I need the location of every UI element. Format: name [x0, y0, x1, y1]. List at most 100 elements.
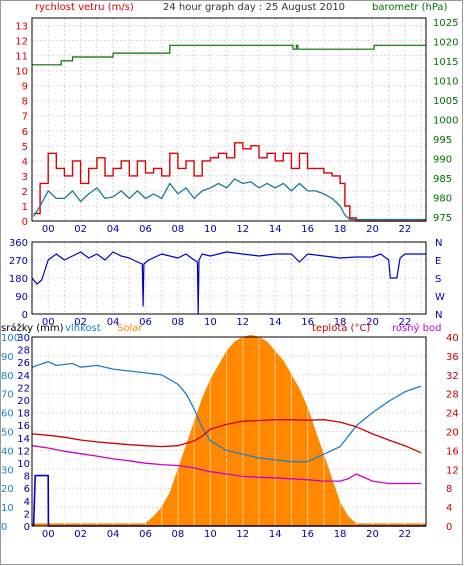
rain-tick-label: 10	[17, 459, 30, 470]
wind-speed-series-line	[33, 178, 426, 221]
panel-1-border	[31, 17, 427, 222]
humidity-tick-label: 60	[1, 409, 14, 420]
humidity-tick-label: 30	[1, 465, 14, 476]
pressure-tick-label: 1010	[433, 76, 458, 87]
wind-speed-tick-label: 4	[22, 157, 28, 168]
rain-tick-label: 26	[17, 358, 30, 369]
compass-tick-label: N	[435, 310, 442, 321]
pressure-tick-label: 1005	[433, 96, 458, 107]
panel-2-x-tick-label: 06	[139, 317, 152, 328]
solar-legend-label: Solar	[117, 323, 143, 334]
humidity-tick-label: 20	[1, 484, 14, 495]
dewpoint-series-line	[31, 445, 422, 485]
pressure-series-line	[32, 44, 426, 66]
temperature-tick-label: 36	[446, 352, 459, 363]
wind-speed-tick-label: 11	[15, 52, 28, 63]
panel-1-x-tick-label: 20	[366, 224, 379, 235]
panel-2-x-tick-label: 22	[399, 317, 412, 328]
gust-series-line	[33, 142, 426, 222]
panel-2-x-tick-label: 16	[301, 317, 314, 328]
panel-2-x-tick-label: 02	[74, 317, 87, 328]
wind-direction-series-line	[31, 251, 426, 315]
panel-3-border	[31, 336, 427, 527]
panel-1-x-tick-label: 16	[301, 224, 314, 235]
wind-speed-tick-label: 0	[22, 217, 28, 228]
temperature-tick-label: 20	[446, 428, 459, 439]
panel-2-x-tick-label: 04	[107, 317, 120, 328]
humidity-series-line	[31, 360, 422, 463]
compass-tick-label: S	[435, 274, 441, 285]
direction-tick-label: 360	[9, 238, 28, 249]
temperature-tick-label: 28	[446, 390, 459, 401]
panel-3-x-tick-label: 10	[204, 529, 217, 540]
direction-tick-label: 0	[22, 310, 28, 321]
temperature-tick-label: 24	[446, 409, 459, 420]
wind-speed-tick-label: 9	[22, 82, 28, 93]
rain-tick-label: 20	[17, 396, 30, 407]
direction-tick-label: 90	[15, 292, 28, 303]
wind-speed-tick-label: 13	[15, 22, 28, 33]
panel-2-x-tick-label: 00	[42, 317, 55, 328]
panel-2-border	[31, 241, 427, 315]
rain-tick-label: 8	[24, 472, 30, 483]
rain-tick-label: 12	[17, 446, 30, 457]
rain-tick-label: 2	[24, 509, 30, 520]
rain-tick-label: 28	[17, 346, 30, 357]
humidity-tick-label: 10	[1, 503, 14, 514]
pressure-tick-label: 985	[433, 174, 452, 185]
pressure-axis-label: barometr (hPa)	[372, 2, 448, 13]
panel-1-x-tick-label: 08	[172, 224, 185, 235]
wind-speed-tick-label: 12	[15, 37, 28, 48]
panel-3-x-tick-label: 22	[399, 529, 412, 540]
compass-tick-label: E	[435, 256, 441, 267]
temperature-tick-label: 32	[446, 371, 459, 382]
humidity-legend-label: vlhkost	[65, 323, 101, 334]
direction-tick-label: 270	[9, 256, 28, 267]
humidity-tick-label: 50	[1, 428, 14, 439]
temperature-tick-label: 40	[446, 333, 459, 344]
pressure-tick-label: 975	[433, 213, 452, 224]
rain-tick-label: 18	[17, 409, 30, 420]
temperature-legend-label: teplota (°C)	[312, 323, 370, 334]
panel-1-grid	[47, 18, 422, 221]
rain-tick-label: 6	[24, 484, 30, 495]
pressure-tick-label: 1020	[433, 37, 458, 48]
rain-tick-label: 30	[17, 333, 30, 344]
pressure-tick-label: 980	[433, 194, 452, 205]
direction-tick-label: 180	[9, 274, 28, 285]
panel-3-x-tick-label: 08	[172, 529, 185, 540]
panel-1-x-tick-label: 22	[399, 224, 412, 235]
panel-1-background	[32, 18, 426, 221]
wind-speed-tick-label: 2	[22, 187, 28, 198]
temperature-tick-label: 16	[446, 446, 459, 457]
pressure-tick-label: 1000	[433, 116, 458, 127]
humidity-tick-label: 70	[1, 390, 14, 401]
pressure-tick-label: 990	[433, 155, 452, 166]
panel-1-x-tick-label: 14	[269, 224, 282, 235]
panel-2-x-tick-label: 20	[366, 317, 379, 328]
chart-title: 24 hour graph day : 25 August 2010	[163, 2, 345, 13]
rain-tick-label: 22	[17, 383, 30, 394]
panel-1-x-tick-label: 04	[107, 224, 120, 235]
humidity-tick-label: 80	[1, 371, 14, 382]
wind-speed-tick-label: 8	[22, 97, 28, 108]
wind-speed-tick-label: 10	[15, 67, 28, 78]
panel-2-x-tick-label: 10	[204, 317, 217, 328]
temperature-tick-label: 0	[446, 522, 452, 533]
temperature-tick-label: 12	[446, 465, 459, 476]
panel-3-x-tick-label: 06	[139, 529, 152, 540]
rain-tick-label: 14	[17, 434, 30, 445]
panel-3-x-tick-label: 14	[269, 529, 282, 540]
panel-3-x-tick-label: 04	[107, 529, 120, 540]
temperature-tick-label: 4	[446, 503, 452, 514]
panel-3-x-tick-label: 00	[42, 529, 55, 540]
pressure-tick-label: 1025	[433, 18, 458, 29]
wind-speed-tick-label: 7	[22, 112, 28, 123]
panel-1-x-tick-label: 06	[139, 224, 152, 235]
panel-2-x-tick-label: 12	[236, 317, 249, 328]
rain-tick-label: 0	[24, 522, 30, 533]
rain-tick-label: 16	[17, 421, 30, 432]
panel-1-x-tick-label: 00	[42, 224, 55, 235]
wind-speed-axis-label: rychlost vetru (m/s)	[35, 2, 134, 13]
rain-axis-label: srážky (mm)	[1, 322, 64, 334]
